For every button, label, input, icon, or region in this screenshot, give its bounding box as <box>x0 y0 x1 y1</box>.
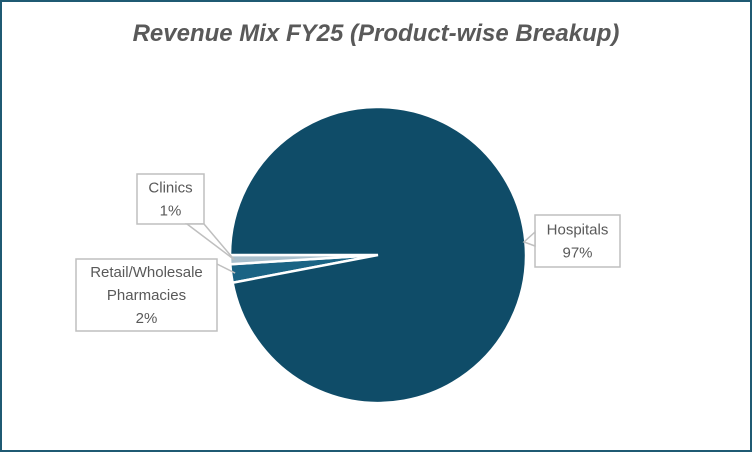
data-label-retail: Retail/Wholesale Pharmacies 2% <box>75 258 236 332</box>
data-label-category: Clinics <box>148 180 192 197</box>
data-label-category: Retail/Wholesale <box>90 264 203 281</box>
data-label-category: Hospitals <box>547 222 609 239</box>
data-label-value: 1% <box>160 203 182 220</box>
data-label-value: 97% <box>562 245 592 262</box>
chart-title: Revenue Mix FY25 (Product-wise Breakup) <box>132 20 620 47</box>
data-label-hospitals: Hospitals 97% <box>522 214 621 268</box>
pie-slice-hospitals <box>228 105 528 405</box>
data-label-clinics: Clinics 1% <box>136 173 235 261</box>
data-label-value: 2% <box>136 310 158 327</box>
data-label-category: Pharmacies <box>107 287 186 304</box>
